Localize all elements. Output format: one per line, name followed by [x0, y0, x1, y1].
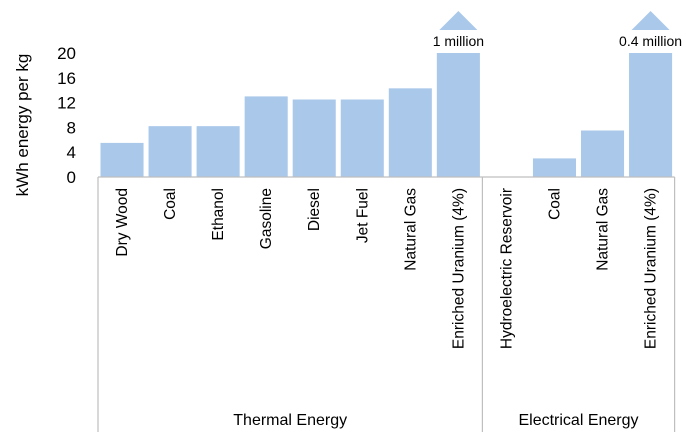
y-tick-label: 4: [67, 143, 76, 162]
category-label: Coal: [546, 188, 563, 220]
y-tick-label: 16: [57, 69, 76, 88]
category-label: Gasoline: [258, 188, 275, 249]
bars: [100, 53, 673, 177]
category-label: Enriched Uranium (4%): [450, 188, 467, 349]
category-axis: [97, 176, 676, 432]
data-label: 0.4 million: [619, 33, 682, 49]
category-label: Ethanol: [210, 188, 227, 241]
category-label: Dry Wood: [114, 188, 131, 257]
y-tick-label: 12: [57, 94, 76, 113]
annotations: 1 million 0.4 million: [433, 11, 682, 49]
bar: [629, 53, 673, 177]
group-label: Electrical Energy: [518, 412, 638, 429]
up-arrow-icon: [439, 11, 478, 30]
bar: [100, 142, 144, 177]
bar: [244, 96, 288, 177]
category-label: Coal: [162, 188, 179, 220]
bar: [581, 130, 625, 177]
y-axis-title: kWh energy per kg: [13, 54, 32, 197]
y-tick-label: 8: [67, 118, 76, 137]
y-tick-label: 20: [57, 44, 76, 63]
data-label: 1 million: [433, 33, 484, 49]
category-label: Enriched Uranium (4%): [643, 188, 660, 349]
y-tick-label: 0: [67, 168, 76, 187]
bar: [436, 53, 480, 177]
bar: [196, 126, 240, 177]
bar: [292, 99, 336, 177]
bar: [532, 158, 576, 177]
category-label: Natural Gas: [402, 188, 419, 271]
category-labels: Dry Wood Coal Ethanol Gasoline Diesel Jet Fue…: [114, 188, 660, 349]
category-label: Hydroelectric Reservoir: [498, 188, 515, 349]
bar: [340, 99, 384, 177]
group-labels: Thermal Energy Electrical Energy: [233, 412, 638, 429]
bar: [388, 88, 432, 177]
y-axis-ticks: 0 4 8 12 16 20: [57, 44, 76, 187]
category-label: Jet Fuel: [354, 188, 371, 243]
category-label: Natural Gas: [595, 188, 612, 271]
category-label: Diesel: [306, 188, 323, 231]
up-arrow-icon: [631, 11, 670, 30]
bar: [148, 126, 192, 177]
group-label: Thermal Energy: [233, 412, 347, 429]
